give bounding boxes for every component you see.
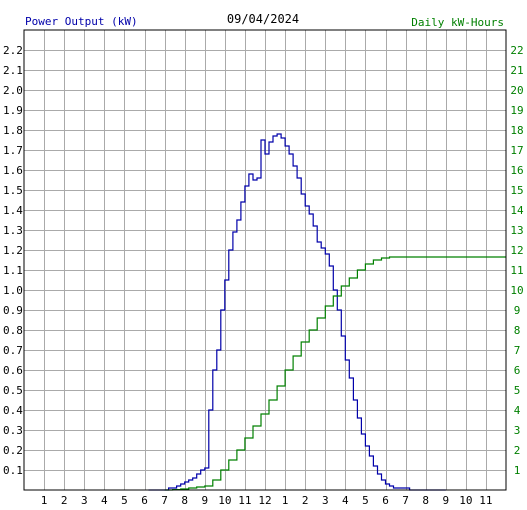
left-y-tick-label: 0.2 (3, 444, 23, 457)
x-tick-label: 11 (238, 494, 251, 507)
x-tick-label: 5 (362, 494, 369, 507)
power-output-series-line (148, 133, 446, 491)
right-y-tick-label: 19 (510, 104, 523, 117)
x-tick-label: 6 (141, 494, 148, 507)
left-y-tick-label: 1.7 (3, 144, 23, 157)
x-tick-label: 5 (121, 494, 128, 507)
right-y-tick-label: 17 (510, 144, 523, 157)
right-y-tick-label: 1 (514, 464, 521, 477)
left-y-tick-label: 0.9 (3, 304, 23, 317)
left-y-tick-label: 1.4 (3, 204, 23, 217)
left-axis-label: Power Output (kW) (25, 15, 138, 28)
x-tick-label: 11 (479, 494, 492, 507)
right-y-tick-label: 3 (514, 424, 521, 437)
x-tick-label: 9 (201, 494, 208, 507)
right-y-tick-label: 10 (510, 284, 523, 297)
grid-lines (24, 30, 506, 490)
x-tick-label: 6 (382, 494, 389, 507)
left-y-tick-label: 0.7 (3, 344, 23, 357)
right-y-tick-label: 12 (510, 244, 523, 257)
left-y-tick-label: 1.2 (3, 244, 23, 257)
right-y-tick-label: 11 (510, 264, 523, 277)
x-tick-label: 1 (282, 494, 289, 507)
right-y-tick-label: 20 (510, 84, 523, 97)
right-y-tick-label: 2 (514, 444, 521, 457)
left-y-tick-label: 0.6 (3, 364, 23, 377)
daily-kwh-series-line (164, 256, 506, 491)
x-tick-label: 4 (342, 494, 349, 507)
right-axis-label: Daily kW-Hours (411, 16, 504, 29)
left-y-tick-label: 2.2 (3, 44, 23, 57)
right-y-tick-label: 9 (514, 304, 521, 317)
left-y-tick-label: 2.0 (3, 84, 23, 97)
x-tick-label: 8 (181, 494, 188, 507)
left-y-tick-label: 0.3 (3, 424, 23, 437)
left-y-tick-label: 0.5 (3, 384, 23, 397)
left-y-tick-label: 1.3 (3, 224, 23, 237)
right-y-tick-label: 6 (514, 364, 521, 377)
left-y-tick-label: 1.0 (3, 284, 23, 297)
left-y-tick-label: 1.6 (3, 164, 23, 177)
x-tick-label: 2 (61, 494, 68, 507)
right-y-tick-label: 21 (510, 64, 523, 77)
left-y-tick-label: 1.8 (3, 124, 23, 137)
series-group (148, 133, 506, 491)
right-y-tick-label: 22 (510, 44, 523, 57)
left-y-tick-label: 0.4 (3, 404, 23, 417)
right-y-tick-label: 4 (514, 404, 521, 417)
right-y-tick-label: 7 (514, 344, 521, 357)
left-y-tick-label: 1.9 (3, 104, 23, 117)
x-tick-label: 10 (218, 494, 231, 507)
x-tick-label: 9 (442, 494, 449, 507)
x-tick-label: 3 (81, 494, 88, 507)
right-y-tick-label: 14 (510, 204, 524, 217)
x-tick-label: 7 (161, 494, 168, 507)
left-y-tick-label: 1.1 (3, 264, 23, 277)
x-tick-label: 10 (459, 494, 472, 507)
right-y-tick-label: 15 (510, 184, 523, 197)
x-tick-label: 2 (302, 494, 309, 507)
right-y-tick-label: 8 (514, 324, 521, 337)
right-y-tick-label: 16 (510, 164, 523, 177)
x-tick-label: 1 (41, 494, 48, 507)
left-y-tick-label: 0.8 (3, 324, 23, 337)
x-tick-label: 3 (322, 494, 329, 507)
right-y-tick-label: 18 (510, 124, 523, 137)
tick-labels: 1 2 3 4 5 6 7 8 9 10 11 12 1 2 3 4 5 6 7 8 9 10 110.10.20.30.4… (3, 44, 524, 507)
chart-title: 09/04/2024 (227, 12, 299, 26)
x-tick-label: 4 (101, 494, 108, 507)
right-y-tick-label: 5 (514, 384, 521, 397)
right-y-tick-label: 13 (510, 224, 523, 237)
x-tick-label: 8 (422, 494, 429, 507)
x-tick-label: 12 (258, 494, 271, 507)
left-y-tick-label: 2.1 (3, 64, 23, 77)
plot-frame (23, 29, 507, 491)
left-y-tick-label: 0.1 (3, 464, 23, 477)
left-y-tick-label: 1.5 (3, 184, 23, 197)
x-tick-label: 7 (402, 494, 409, 507)
